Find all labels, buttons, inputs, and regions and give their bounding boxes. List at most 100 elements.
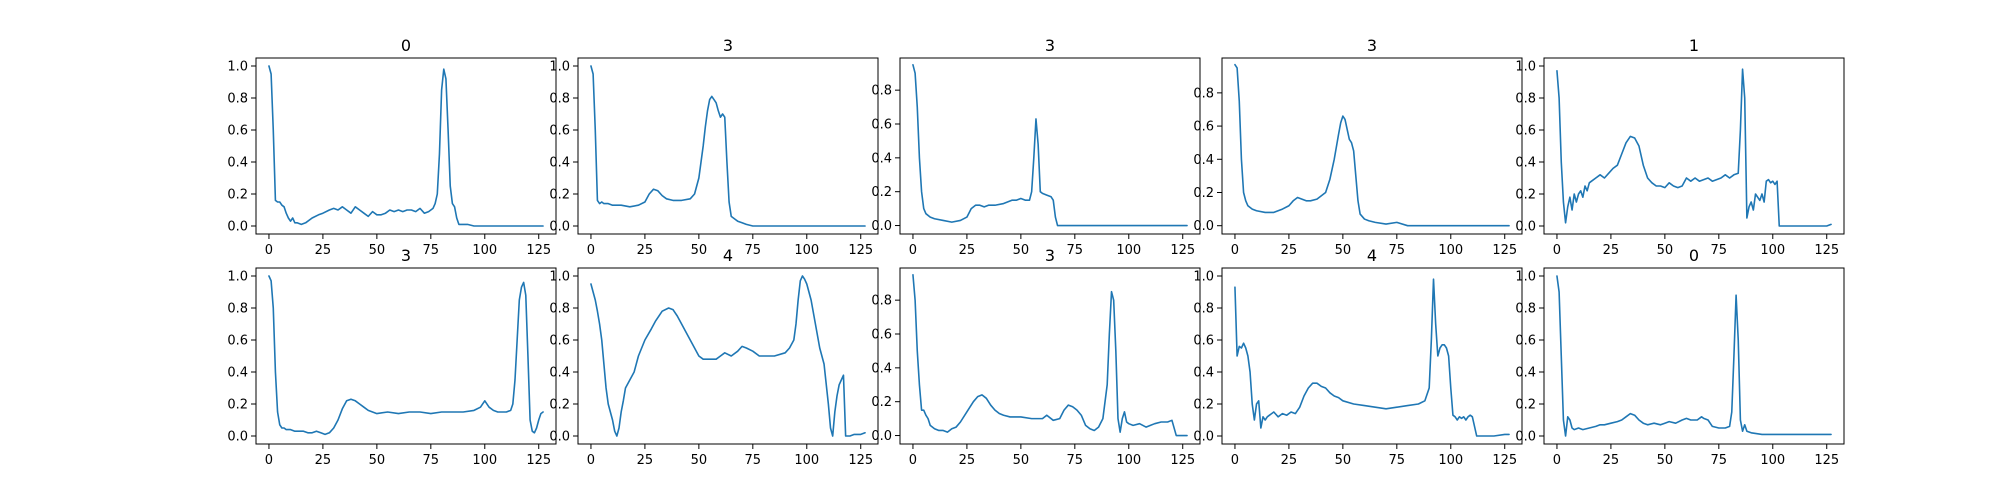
y-tick-label: 0.2 [871,395,892,410]
series-line-0-0 [268,65,544,227]
x-tick-label: 25 [315,453,332,468]
x-tick-label: 100 [1116,243,1141,258]
y-tick-label: 1.0 [549,270,570,285]
y-tick-label: 0.6 [871,118,892,133]
y-tick-label: 0.6 [871,328,892,343]
y-tick-label: 0.0 [871,429,892,444]
series-line-5-0 [268,275,544,436]
series-line-3-0 [1234,63,1510,227]
y-tick-label: 0.2 [1193,398,1214,413]
y-tick-label: 0.2 [227,188,248,203]
y-tick-label: 0.8 [1515,302,1536,317]
x-tick-label: 25 [315,243,332,258]
y-tick-label: 0.4 [1193,366,1214,381]
y-tick-label: 0.2 [1193,186,1214,201]
subplot-1: 0 25 50 75 100 125 0.0 0.2 0.4 0.6 0.8 1.0 3 [549,36,879,258]
series-line-1-0 [590,65,866,227]
subplot-0: 0 25 50 75 100 125 0.0 0.2 0.4 0.6 0.8 1.0 0 [227,36,557,258]
x-tick-label: 100 [794,453,819,468]
y-tick-label: 0.0 [1193,219,1214,234]
y-tick-label: 0.8 [871,84,892,99]
x-tick-label: 25 [1603,453,1620,468]
y-tick-label: 0.6 [1193,334,1214,349]
y-tick-label: 0.2 [227,398,248,413]
x-tick-label: 25 [1603,243,1620,258]
series-line-9-0 [1556,275,1832,437]
x-tick-label: 75 [1711,243,1728,258]
subplot-9: 0 25 50 75 100 125 0.0 0.2 0.4 0.6 0.8 1.0 0 [1515,246,1845,468]
x-tick-label: 50 [369,453,386,468]
x-tick-label: 125 [526,243,551,258]
axes-frame [899,57,1201,235]
x-tick-label: 125 [1492,243,1517,258]
subplot-title: 3 [1045,36,1055,55]
x-tick-label: 50 [1013,453,1030,468]
x-tick-label: 50 [1657,243,1674,258]
subplot-8: 0 25 50 75 100 125 0.0 0.2 0.4 0.6 0.8 1.0 4 [1193,246,1523,468]
y-tick-label: 0.0 [1515,220,1536,235]
x-tick-label: 0 [909,243,917,258]
x-tick-label: 75 [745,243,762,258]
y-tick-label: 0.4 [871,151,892,166]
y-tick-label: 1.0 [227,60,248,75]
subplot-title: 3 [1045,246,1055,265]
x-tick-label: 100 [1116,453,1141,468]
y-tick-label: 0.8 [1515,92,1536,107]
x-tick-label: 125 [1170,453,1195,468]
y-tick-label: 0.4 [1193,153,1214,168]
subplot-4: 0 25 50 75 100 125 0.0 0.2 0.4 0.6 0.8 1.0 1 [1515,36,1845,258]
subplot-7: 0 25 50 75 100 125 0.0 0.2 0.4 0.6 0.8 3 [871,246,1201,468]
y-tick-label: 0.4 [227,366,248,381]
subplot-6: 0 25 50 75 100 125 0.0 0.2 0.4 0.6 0.8 1.0 4 [549,246,879,468]
y-tick-label: 0.6 [1515,334,1536,349]
x-tick-label: 75 [1067,453,1084,468]
y-tick-label: 0.0 [227,430,248,445]
subplot-title: 4 [723,246,733,265]
x-tick-label: 25 [1281,243,1298,258]
y-tick-label: 0.4 [1515,366,1536,381]
x-tick-label: 75 [1389,243,1406,258]
x-tick-label: 75 [423,453,440,468]
x-tick-label: 50 [1335,243,1352,258]
x-tick-label: 0 [909,453,917,468]
y-tick-label: 0.4 [1515,156,1536,171]
x-tick-label: 125 [848,243,873,258]
axes-frame [899,267,1201,445]
x-tick-label: 50 [691,243,708,258]
y-tick-label: 0.0 [1193,430,1214,445]
y-tick-label: 0.8 [1193,86,1214,101]
y-tick-label: 0.2 [871,185,892,200]
subplot-title: 3 [1367,36,1377,55]
x-tick-label: 0 [265,243,273,258]
y-tick-label: 0.2 [1515,398,1536,413]
y-tick-label: 0.4 [227,156,248,171]
x-tick-label: 125 [1814,453,1839,468]
y-tick-label: 0.2 [1515,188,1536,203]
x-tick-label: 100 [794,243,819,258]
y-tick-label: 0.8 [227,92,248,107]
x-tick-label: 100 [472,453,497,468]
x-tick-label: 125 [1492,453,1517,468]
subplot-5: 0 25 50 75 100 125 0.0 0.2 0.4 0.6 0.8 1.0 3 [227,246,557,468]
subplot-title: 3 [723,36,733,55]
axes-frame [255,57,557,235]
y-tick-label: 0.6 [1515,124,1536,139]
x-tick-label: 75 [1067,243,1084,258]
x-tick-label: 100 [472,243,497,258]
y-tick-label: 0.8 [1193,302,1214,317]
x-tick-label: 50 [1335,453,1352,468]
x-tick-label: 50 [369,243,386,258]
x-tick-label: 125 [1170,243,1195,258]
y-tick-label: 0.6 [549,124,570,139]
x-tick-label: 75 [1389,453,1406,468]
y-tick-label: 0.8 [549,92,570,107]
y-tick-label: 0.2 [549,398,570,413]
axes-frame [255,267,557,445]
y-tick-label: 0.4 [549,156,570,171]
y-tick-label: 0.8 [227,302,248,317]
y-tick-label: 0.8 [871,294,892,309]
axes-frame [577,267,879,445]
x-tick-label: 0 [587,243,595,258]
x-tick-label: 0 [1231,243,1239,258]
